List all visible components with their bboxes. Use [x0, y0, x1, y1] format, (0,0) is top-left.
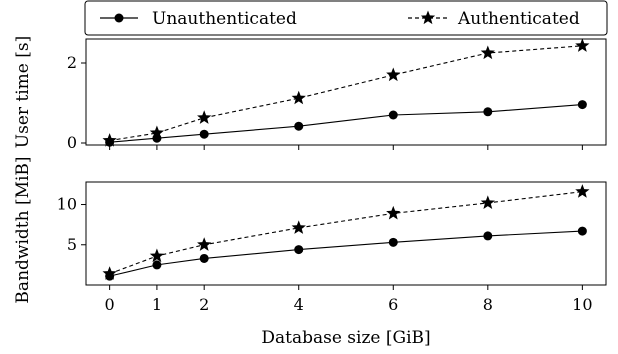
- xtick-label: 0: [105, 295, 115, 314]
- user-time-ylabel: User time [s]: [13, 36, 33, 148]
- user-time-point-unauthenticated: [483, 107, 493, 117]
- user-time-point-authenticated: [197, 110, 212, 124]
- user-time-line-authenticated: [109, 45, 583, 142]
- xtick-label: 10: [572, 295, 592, 314]
- legend: Unauthenticated Authenticated: [84, 0, 608, 36]
- bandwidth-point-authenticated: [575, 184, 590, 198]
- user-time-point-authenticated: [386, 67, 401, 82]
- user-time-plot: 02: [67, 38, 607, 152]
- user-time-point-authenticated: [575, 38, 590, 52]
- bandwidth-point-unauthenticated: [199, 253, 209, 263]
- xtick-label: 6: [388, 295, 398, 314]
- xtick-label: 8: [483, 295, 493, 314]
- bandwidth-point-unauthenticated: [152, 260, 162, 270]
- bandwidth-point-authenticated: [291, 220, 306, 234]
- bandwidth-ylabel: Bandwidth [MiB]: [13, 156, 33, 303]
- user-time-point-authenticated: [291, 90, 306, 105]
- user-time-point-authenticated: [149, 125, 165, 140]
- bandwidth-plot: 0 1 2 4 6 8 10 5 10: [57, 181, 607, 314]
- user-time-point-authenticated: [102, 133, 117, 147]
- bandwidth-point-unauthenticated: [483, 231, 493, 241]
- xlabel: Database size [GiB]: [261, 328, 430, 348]
- legend-marker-star: [420, 10, 436, 25]
- user-time-line-unauthenticated: [109, 104, 583, 143]
- xtick-label: 2: [199, 295, 209, 314]
- user-time-ytick-label: 2: [67, 53, 77, 72]
- bandwidth-point-authenticated: [197, 237, 212, 251]
- user-time-point-unauthenticated: [294, 121, 304, 131]
- bandwidth-point-unauthenticated: [388, 237, 398, 247]
- bandwidth-frame: [85, 181, 607, 286]
- bandwidth-point-authenticated: [480, 195, 495, 209]
- bandwidth-point-authenticated: [386, 205, 401, 220]
- user-time-ytick-label: 0: [67, 133, 77, 152]
- xtick-label: 4: [294, 295, 304, 314]
- user-time-point-authenticated: [480, 45, 495, 60]
- user-time-frame: [85, 38, 607, 146]
- user-time-point-unauthenticated: [388, 110, 398, 120]
- bandwidth-point-unauthenticated: [577, 226, 587, 236]
- legend-marker-circle: [114, 13, 124, 23]
- bandwidth-ytick-label: 10: [57, 195, 77, 214]
- bandwidth-point-authenticated: [102, 266, 117, 280]
- user-time-point-unauthenticated: [577, 100, 587, 110]
- user-time-point-unauthenticated: [199, 129, 209, 139]
- bandwidth-point-authenticated: [149, 248, 165, 263]
- bandwidth-ytick-label: 5: [67, 235, 77, 254]
- bandwidth-point-unauthenticated: [294, 245, 304, 255]
- xtick-label: 1: [152, 295, 162, 314]
- legend-label-unauthenticated: Unauthenticated: [152, 9, 297, 29]
- legend-label-authenticated: Authenticated: [457, 9, 580, 29]
- bandwidth-line-unauthenticated: [109, 230, 583, 277]
